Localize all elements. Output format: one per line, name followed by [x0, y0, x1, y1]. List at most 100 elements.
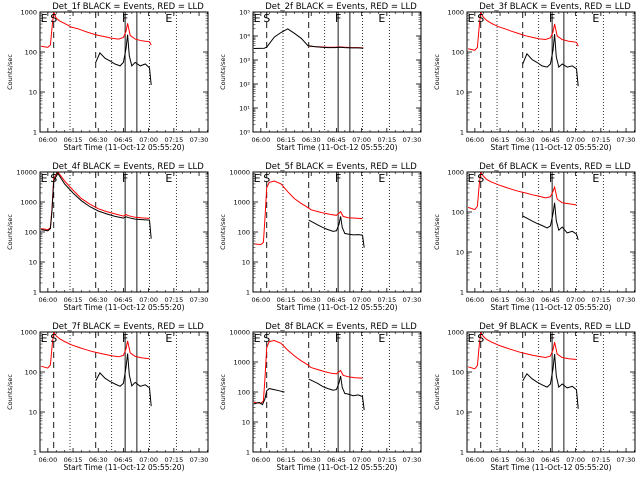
- x-tick-label: 06:30: [89, 456, 108, 464]
- panel-9: Det_9f BLACK = Events, RED = LLD Counts/s…: [433, 322, 636, 472]
- panel-title: Det_2f BLACK = Events, RED = LLD: [265, 2, 417, 12]
- y-tick-label: 10: [242, 259, 250, 267]
- series-group: [254, 28, 364, 49]
- panel-title: Det_1f BLACK = Events, RED = LLD: [52, 2, 204, 12]
- x-tick-label: 06:30: [302, 296, 321, 304]
- series-group: [41, 12, 152, 86]
- y-tick-label: 1: [246, 449, 250, 457]
- y-tick-label: 1: [460, 289, 464, 297]
- events-series-line: [253, 388, 285, 406]
- plot-frame: [39, 171, 209, 293]
- x-tick-label: 07:00: [566, 296, 585, 304]
- panel-8: Det_8f BLACK = Events, RED = LLD Counts/s…: [219, 322, 422, 472]
- x-tick-label: 07:15: [377, 136, 396, 144]
- events-series-line: [522, 354, 579, 409]
- x-tick-label: 06:00: [465, 296, 484, 304]
- y-tick-label: 100: [238, 229, 250, 237]
- series-group: [41, 172, 152, 239]
- x-tick-label: 06:30: [516, 296, 535, 304]
- events-series-line: [41, 172, 152, 239]
- x-tick-label: 06:45: [541, 136, 560, 144]
- event-marker-label: E: [592, 332, 599, 345]
- x-tick-label: 07:15: [164, 296, 183, 304]
- event-marker-label: S: [263, 332, 270, 345]
- reference-lines: [266, 172, 390, 292]
- event-marker-label: F: [335, 172, 341, 185]
- event-marker-label: S: [477, 12, 484, 25]
- y-axis-label: Counts/sec: [433, 214, 441, 250]
- panel-title: Det_7f BLACK = Events, RED = LLD: [52, 322, 204, 332]
- reference-lines: [53, 12, 177, 132]
- reference-lines: [53, 172, 177, 292]
- y-tick-label: 1000: [20, 329, 37, 337]
- y-tick-label: 10: [242, 419, 250, 427]
- panel-title: Det_5f BLACK = Events, RED = LLD: [265, 162, 417, 172]
- y-tick-label: 1: [33, 449, 37, 457]
- y-tick-label: 10: [456, 409, 464, 417]
- event-marker-label: F: [335, 332, 341, 345]
- y-tick-label: 1: [460, 129, 464, 137]
- y-tick-label: 10: [456, 249, 464, 257]
- x-tick-label: 07:15: [164, 136, 183, 144]
- panel-6: Det_6f BLACK = Events, RED = LLD Counts/s…: [433, 162, 636, 312]
- plot-frame: [252, 171, 422, 293]
- y-tick-label: 10: [29, 409, 37, 417]
- x-tick-label: 07:15: [377, 296, 396, 304]
- x-tick-label: 06:30: [516, 456, 535, 464]
- panel-3: Det_3f BLACK = Events, RED = LLD Counts/s…: [433, 2, 636, 152]
- x-tick-label: 07:15: [591, 456, 610, 464]
- x-axis-label: Start Time (11-Oct-12 05:55:20): [490, 303, 611, 312]
- event-marker-label: F: [122, 332, 128, 345]
- event-marker-label: S: [263, 172, 270, 185]
- panel-title: Det_9f BLACK = Events, RED = LLD: [479, 322, 631, 332]
- y-tick-label: 10000: [229, 329, 250, 337]
- event-marker-label: F: [335, 12, 341, 25]
- x-tick-label: 06:30: [516, 136, 535, 144]
- x-tick-label: 06:45: [114, 136, 133, 144]
- lld-series-line: [254, 180, 363, 246]
- event-marker-label: F: [122, 172, 128, 185]
- x-tick-label: 06:15: [64, 296, 83, 304]
- panel-title: Det_8f BLACK = Events, RED = LLD: [265, 322, 417, 332]
- event-marker-label: E: [165, 12, 172, 25]
- events-series-line: [308, 375, 365, 411]
- x-tick-label: 06:00: [251, 136, 270, 144]
- event-marker-label: E: [378, 12, 385, 25]
- event-marker-label: S: [50, 172, 57, 185]
- x-tick-label: 07:00: [139, 136, 158, 144]
- x-tick-label: 06:45: [327, 136, 346, 144]
- reference-lines: [266, 12, 390, 132]
- y-tick-label: 1000: [20, 9, 37, 17]
- events-series-line: [95, 34, 152, 86]
- lld-series-line: [467, 172, 577, 211]
- x-tick-label: 06:15: [277, 136, 296, 144]
- panel-4: Det_4f BLACK = Events, RED = LLD Counts/s…: [6, 162, 209, 312]
- y-tick-label: 10¹: [239, 105, 250, 113]
- x-tick-label: 07:30: [190, 456, 209, 464]
- y-tick-label: 1000: [447, 329, 464, 337]
- panel-title: Det_6f BLACK = Events, RED = LLD: [479, 162, 631, 172]
- plot-frame: [39, 331, 209, 453]
- x-axis-label: Start Time (11-Oct-12 05:55:20): [490, 463, 611, 472]
- event-marker-label: E: [254, 12, 261, 25]
- event-marker-label: E: [165, 172, 172, 185]
- x-tick-label: 07:30: [403, 296, 422, 304]
- x-tick-label: 06:15: [64, 136, 83, 144]
- x-tick-label: 06:00: [251, 296, 270, 304]
- x-tick-label: 06:45: [327, 296, 346, 304]
- x-tick-label: 06:00: [465, 456, 484, 464]
- event-marker-label: E: [41, 12, 48, 25]
- event-marker-label: S: [477, 172, 484, 185]
- event-marker-label: F: [549, 172, 555, 185]
- panel-7: Det_7f BLACK = Events, RED = LLD Counts/s…: [6, 322, 209, 472]
- y-axis-label: Counts/sec: [6, 374, 14, 410]
- x-tick-label: 07:15: [591, 136, 610, 144]
- y-tick-label: 100: [452, 369, 464, 377]
- x-tick-label: 06:30: [302, 136, 321, 144]
- x-tick-label: 06:15: [491, 296, 510, 304]
- event-marker-label: S: [50, 332, 57, 345]
- y-tick-label: 1000: [233, 359, 250, 367]
- y-axis-label: Counts/sec: [6, 54, 14, 90]
- x-axis-label: Start Time (11-Oct-12 05:55:20): [63, 303, 184, 312]
